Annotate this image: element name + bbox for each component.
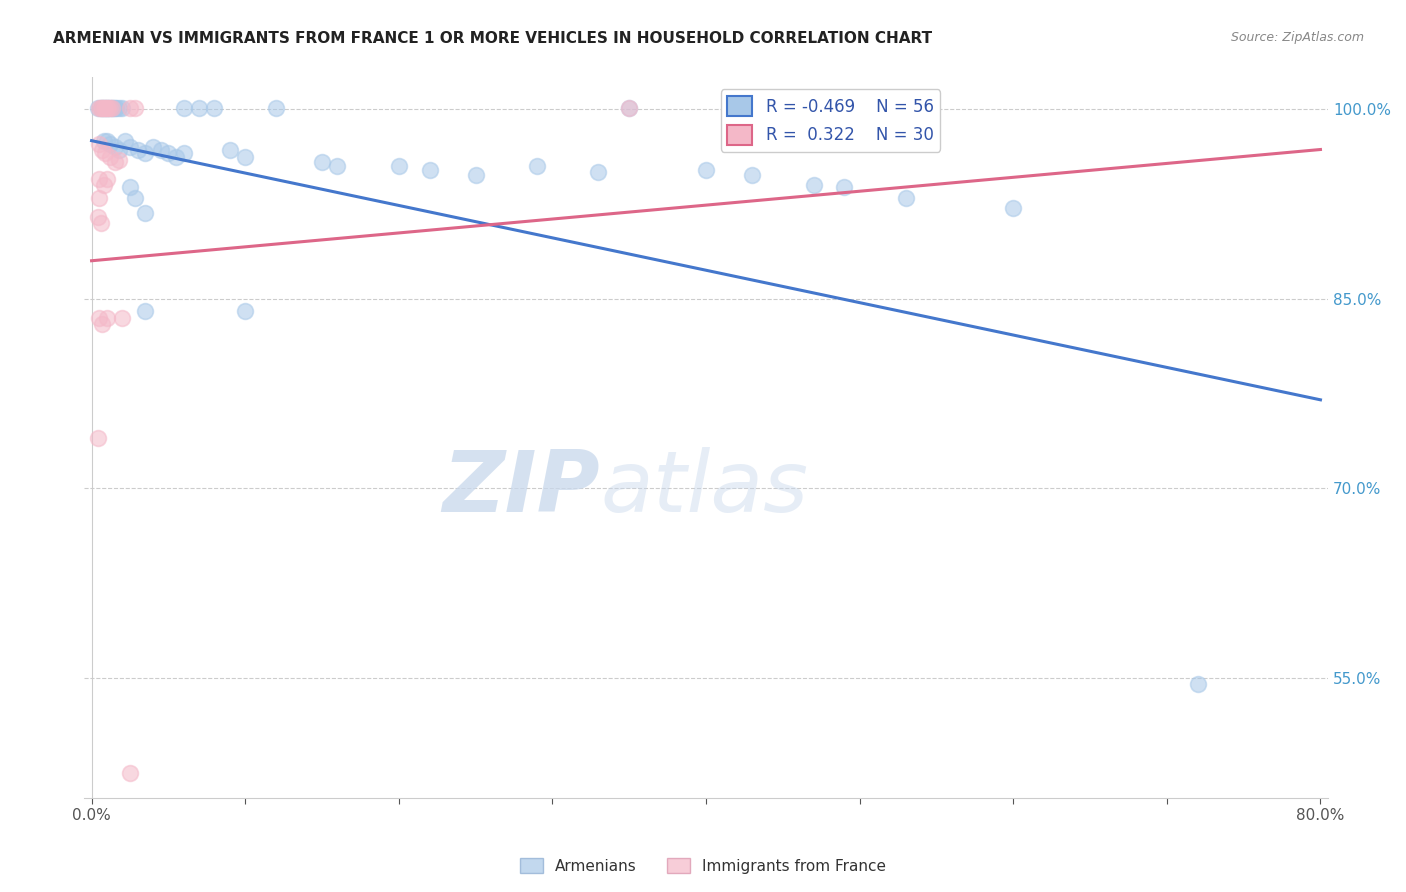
Point [134, 146, 156, 161]
Point [619, 101, 641, 115]
Point [91, 101, 114, 115]
Point [173, 146, 195, 161]
Point [134, 205, 156, 219]
Point [108, 143, 131, 157]
Point [142, 140, 165, 154]
Point [588, 165, 610, 179]
Point [111, 310, 134, 325]
Point [118, 180, 141, 194]
Text: ZIP: ZIP [443, 447, 600, 530]
Point [96, 134, 118, 148]
Point [89, 190, 111, 204]
Point [233, 150, 256, 164]
Point [98, 150, 121, 164]
Point [91, 101, 114, 115]
Point [108, 101, 131, 115]
Point [105, 101, 128, 115]
Legend: R = -0.469    N = 56, R =  0.322    N = 30: R = -0.469 N = 56, R = 0.322 N = 30 [721, 89, 941, 152]
Point [233, 304, 256, 318]
Point [832, 180, 855, 194]
Point [104, 155, 127, 169]
Point [118, 101, 141, 115]
Point [526, 159, 548, 173]
Text: atlas: atlas [600, 447, 808, 530]
Point [93, 134, 115, 148]
Text: Source: ZipAtlas.com: Source: ZipAtlas.com [1230, 31, 1364, 45]
Point [127, 143, 149, 157]
Point [124, 101, 146, 115]
Point [90, 101, 112, 115]
Point [464, 168, 486, 182]
Point [100, 101, 122, 115]
Point [894, 190, 917, 204]
Point [90, 216, 112, 230]
Point [1187, 677, 1209, 691]
Point [114, 134, 136, 148]
Point [89, 137, 111, 152]
Point [86, 101, 108, 115]
Point [118, 765, 141, 780]
Point [96, 101, 118, 115]
Point [124, 190, 146, 204]
Text: ARMENIAN VS IMMIGRANTS FROM FRANCE 1 OR MORE VEHICLES IN HOUSEHOLD CORRELATION C: ARMENIAN VS IMMIGRANTS FROM FRANCE 1 OR … [53, 31, 932, 46]
Point [157, 146, 180, 161]
Point [388, 159, 411, 173]
Point [741, 168, 763, 182]
Point [108, 153, 131, 167]
Point [100, 101, 122, 115]
Point [94, 101, 117, 115]
Point [98, 101, 121, 115]
Point [173, 101, 195, 115]
Point [86, 431, 108, 445]
Point [104, 101, 127, 115]
Point [98, 101, 121, 115]
Point [134, 304, 156, 318]
Point [94, 101, 117, 115]
Point [89, 101, 111, 115]
Point [96, 101, 118, 115]
Point [91, 317, 114, 331]
Point [619, 101, 641, 115]
Point [97, 101, 120, 115]
Legend: Armenians, Immigrants from France: Armenians, Immigrants from France [513, 852, 893, 880]
Point [264, 101, 287, 115]
Point [104, 140, 127, 154]
Point [803, 178, 825, 192]
Point [326, 159, 349, 173]
Point [149, 143, 172, 157]
Point [90, 101, 112, 115]
Point [93, 178, 115, 192]
Point [111, 101, 134, 115]
Point [695, 162, 717, 177]
Point [418, 162, 440, 177]
Point [96, 310, 118, 325]
Point [101, 101, 124, 115]
Point [118, 140, 141, 154]
Point [98, 137, 121, 152]
Point [311, 155, 333, 169]
Point [96, 171, 118, 186]
Point [93, 101, 115, 115]
Point [91, 143, 114, 157]
Point [89, 171, 111, 186]
Point [97, 101, 120, 115]
Point [89, 310, 111, 325]
Point [165, 150, 187, 164]
Point [93, 101, 115, 115]
Point [86, 210, 108, 224]
Point [204, 101, 226, 115]
Point [188, 101, 211, 115]
Point [1002, 201, 1025, 215]
Point [218, 143, 240, 157]
Point [94, 146, 117, 161]
